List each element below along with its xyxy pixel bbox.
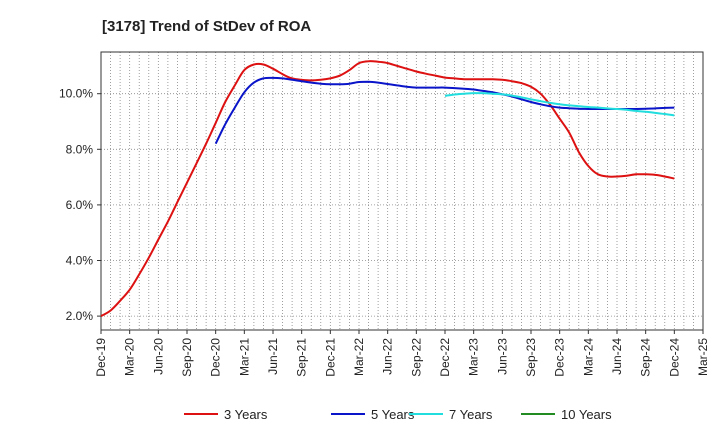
x-tick-label: Dec-19 bbox=[94, 338, 108, 377]
legend-label-3-years: 3 Years bbox=[224, 407, 268, 422]
x-tick-label: Dec-20 bbox=[209, 338, 223, 377]
y-axis: 2.0% 4.0% 6.0% 8.0% 10.0% bbox=[59, 87, 101, 323]
x-tick-label: Dec-23 bbox=[553, 338, 567, 377]
y-tick-label: 2.0% bbox=[66, 309, 94, 323]
x-axis: Dec-19 Mar-20 Jun-20 Sep-20 Dec-20 Mar-21 Jun-… bbox=[94, 330, 710, 377]
legend-label-7-years: 7 Years bbox=[449, 407, 493, 422]
x-tick-label: Sep-21 bbox=[295, 338, 309, 377]
x-tick-label: Dec-24 bbox=[667, 338, 681, 377]
y-tick-label: 8.0% bbox=[66, 142, 94, 156]
legend: 3 Years 5 Years 7 Years 10 Years bbox=[184, 407, 612, 422]
legend-label-10-years: 10 Years bbox=[561, 407, 612, 422]
x-tick-label: Sep-23 bbox=[524, 338, 538, 377]
x-tick-label: Jun-22 bbox=[381, 338, 395, 375]
x-tick-label: Dec-21 bbox=[323, 338, 337, 377]
plot-area-frame bbox=[100, 51, 704, 331]
chart-title: [3178] Trend of StDev of ROA bbox=[102, 18, 311, 35]
series-line-7-years bbox=[444, 92, 675, 117]
grid bbox=[101, 52, 703, 330]
legend-label-5-years: 5 Years bbox=[371, 407, 415, 422]
x-tick-label: Sep-22 bbox=[409, 338, 423, 377]
x-tick-label: Mar-25 bbox=[696, 338, 710, 376]
x-tick-label: Jun-20 bbox=[151, 338, 165, 375]
x-tick-label: Mar-21 bbox=[237, 338, 251, 376]
x-tick-label: Mar-22 bbox=[352, 338, 366, 376]
x-tick-label: Sep-20 bbox=[180, 338, 194, 377]
x-tick-label: Jun-23 bbox=[495, 338, 509, 375]
series-line-3-years bbox=[100, 60, 675, 317]
x-tick-label: Sep-24 bbox=[639, 338, 653, 377]
x-tick-label: Mar-23 bbox=[467, 338, 481, 376]
y-tick-label: 6.0% bbox=[66, 198, 94, 212]
x-tick-label: Dec-22 bbox=[438, 338, 452, 377]
series-lines bbox=[100, 60, 675, 317]
series-line-5-years bbox=[214, 76, 675, 145]
x-tick-label: Mar-24 bbox=[581, 338, 595, 376]
x-tick-label: Jun-24 bbox=[610, 338, 624, 375]
y-tick-label: 10.0% bbox=[59, 87, 93, 101]
x-tick-label: Mar-20 bbox=[123, 338, 137, 376]
y-tick-label: 4.0% bbox=[66, 254, 94, 268]
x-tick-label: Jun-21 bbox=[266, 338, 280, 375]
